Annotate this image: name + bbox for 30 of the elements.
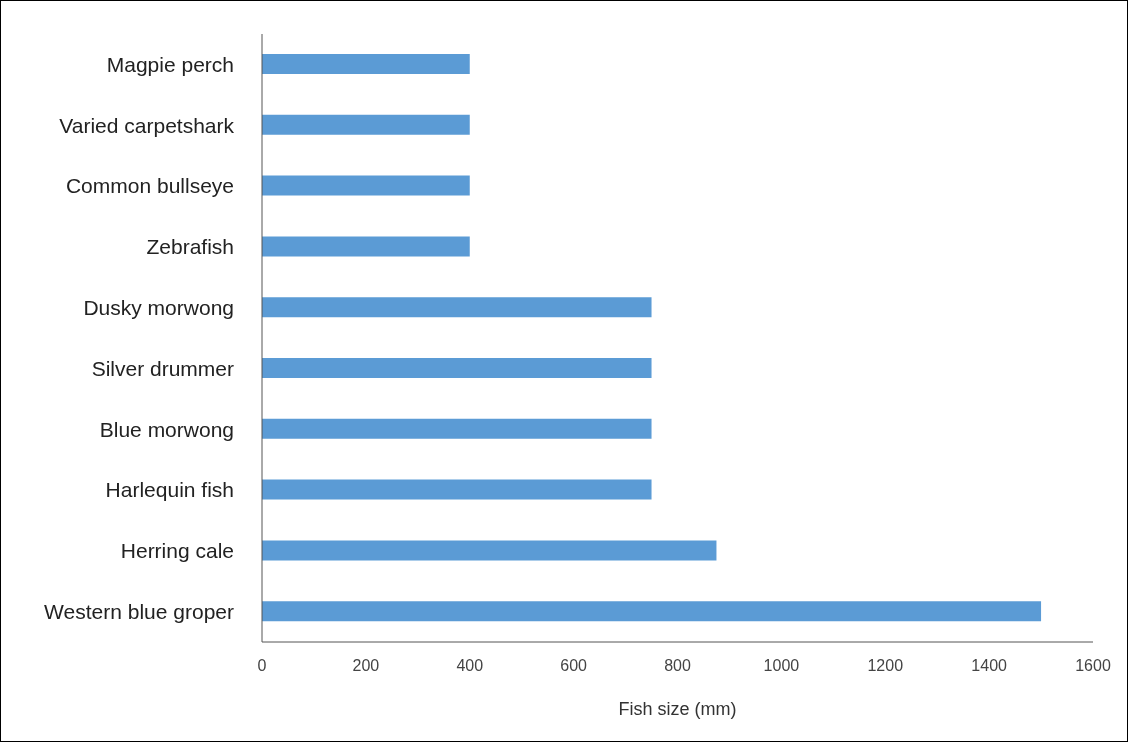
- x-tick-label: 1200: [867, 657, 904, 675]
- y-tick-label: Magpie perch: [106, 52, 234, 76]
- x-axis-title: Fish size (mm): [618, 699, 737, 719]
- x-tick-label: 1000: [763, 657, 800, 675]
- x-tick-label: 1600: [1075, 657, 1111, 675]
- bar: [262, 601, 1042, 622]
- y-tick-label: Harlequin fish: [105, 478, 234, 502]
- y-tick-label: Blue morwong: [99, 417, 234, 441]
- bar: [262, 297, 652, 318]
- x-tick-label: 400: [456, 657, 484, 675]
- x-tick-label: 1400: [971, 657, 1008, 675]
- bar: [262, 175, 470, 196]
- bar: [262, 358, 652, 378]
- y-tick-label: Western blue groper: [44, 600, 234, 624]
- x-tick-label: 600: [560, 657, 588, 675]
- bar: [262, 114, 470, 135]
- bar: [262, 418, 652, 439]
- bar: [262, 540, 717, 561]
- bar: [262, 236, 470, 257]
- x-tick-label: 200: [352, 657, 380, 675]
- bar: [262, 479, 652, 500]
- x-tick-label: 0: [257, 657, 267, 675]
- bar: [262, 54, 470, 74]
- y-tick-label: Dusky morwong: [83, 296, 234, 320]
- y-tick-label: Silver drummer: [91, 356, 234, 380]
- x-tick-label: 800: [664, 657, 691, 675]
- y-tick-label: Varied carpetshark: [59, 113, 235, 137]
- y-tick-label: Common bullseye: [65, 174, 234, 198]
- y-tick-label: Zebrafish: [146, 235, 234, 259]
- y-tick-label: Herring cale: [120, 539, 234, 563]
